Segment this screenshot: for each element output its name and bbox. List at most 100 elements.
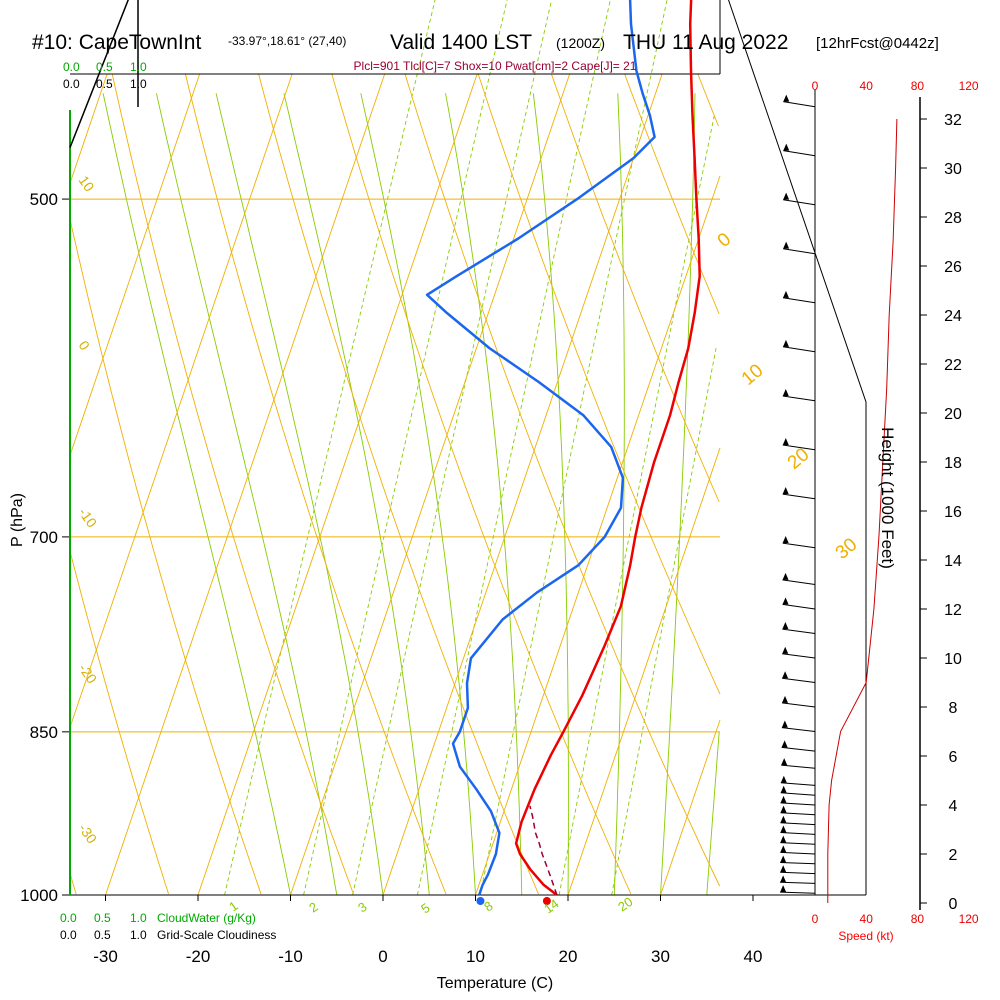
wind-barb-flag <box>781 758 788 766</box>
height-tick-label: 14 <box>944 553 962 570</box>
wind-barb-staff <box>782 677 816 683</box>
wind-barb-staff <box>782 579 816 585</box>
mixing-ratio-line <box>479 0 668 896</box>
isotherm-line <box>475 175 721 896</box>
wind-barb-flag <box>782 339 789 347</box>
wind-barb-flag <box>783 143 790 151</box>
wind-barb-flag <box>780 775 787 783</box>
height-tick-label: 4 <box>949 798 958 815</box>
wind-barb-flag <box>780 795 787 803</box>
wind-barb-staff <box>780 851 816 855</box>
mixing-ratio-label: 5 <box>418 900 433 916</box>
isotherm-line <box>69 73 293 728</box>
moist-adiabat-line <box>445 93 523 896</box>
p-tick-label: 1000 <box>20 886 58 905</box>
dry-adiabat-line <box>70 221 262 895</box>
isotherm-line <box>382 73 663 896</box>
speed-tick-bottom: 80 <box>911 912 925 926</box>
p-tick-label: 700 <box>30 528 58 547</box>
skewt-isotherm-label: -30 <box>76 821 101 847</box>
isotherm-line <box>69 73 108 184</box>
x-tick-label: 20 <box>559 947 578 966</box>
wind-barb-staff <box>780 832 816 835</box>
wind-barb-staff <box>781 746 816 752</box>
moist-adiabat-line <box>283 93 430 896</box>
skewt-isotherm-label: 0 <box>76 338 94 354</box>
wind-barb-flag <box>782 388 789 396</box>
dewpoint-profile-line <box>425 0 656 896</box>
parcel-profile-line <box>529 805 558 896</box>
wind-barb-staff <box>780 891 816 894</box>
x-tick-label: 0 <box>378 947 387 966</box>
height-tick-label: 2 <box>949 847 958 864</box>
wind-barb-flag <box>780 805 787 813</box>
wind-barb-flag <box>782 487 789 495</box>
height-tick-label: 6 <box>949 749 958 766</box>
moist-adiabat-line <box>360 93 476 896</box>
moist-adiabat-line <box>613 93 625 896</box>
wind-barb-flag <box>780 825 787 833</box>
wind-barb-flag <box>780 835 787 843</box>
wind-barb-staff <box>780 782 816 786</box>
mixing-ratio-label: 8 <box>481 898 496 914</box>
wind-barb-flag <box>782 290 789 298</box>
x-tick-label: 40 <box>744 947 763 966</box>
skewt-isotherm-label: 10 <box>76 173 98 195</box>
p-tick-label: 850 <box>30 723 58 742</box>
moist-adiabat-line <box>155 93 338 896</box>
wind-barb-flag <box>782 622 789 630</box>
isotherm-line <box>290 73 571 896</box>
dry-adiabat-line <box>624 73 720 315</box>
x-tick-label: 30 <box>651 947 670 966</box>
height-tick-label: 28 <box>944 210 962 227</box>
dry-adiabat-line <box>70 553 169 895</box>
wind-barb-flag <box>783 94 790 102</box>
wind-barb-staff <box>780 802 816 806</box>
dry-adiabat-line <box>697 73 719 127</box>
wind-barb-staff <box>782 297 816 304</box>
speed-tick-top: 120 <box>959 79 979 93</box>
speed-tick-bottom: 0 <box>812 912 819 926</box>
wind-barb-staff <box>783 150 816 157</box>
wind-barb-flag <box>782 437 789 445</box>
height-tick-label: 20 <box>944 406 962 423</box>
isotherm-value-label: 0 <box>714 229 736 252</box>
isotherm-value-label: 30 <box>832 534 862 564</box>
height-tick-label: 30 <box>944 161 962 178</box>
dry-adiabat-line <box>69 873 77 895</box>
isotherm-line <box>69 73 201 456</box>
wind-barb-flag <box>781 740 788 748</box>
height-tick-label: 10 <box>944 651 962 668</box>
wind-barb-staff <box>780 822 816 826</box>
speed-tick-top: 0 <box>812 79 819 93</box>
wind-barb-flag <box>780 885 787 893</box>
mixing-ratio-line <box>352 0 553 896</box>
mixing-ratio-label: 20 <box>615 894 635 915</box>
isotherm-line <box>567 447 721 896</box>
skewt-isotherm-label: -20 <box>76 661 101 687</box>
wind-barb-flag <box>780 865 787 873</box>
speed-tick-bottom: 120 <box>959 912 979 926</box>
wind-barb-flag <box>782 695 789 703</box>
dry-adiabat-line <box>111 73 354 895</box>
speed-tick-bottom: 40 <box>860 912 874 926</box>
dry-adiabat-line <box>550 73 720 503</box>
mixing-ratio-label: 3 <box>355 899 370 915</box>
wind-barb-staff <box>783 101 816 108</box>
wind-barb-flag <box>780 845 787 853</box>
dry-adiabat-line <box>258 73 539 895</box>
wind-barb-flag <box>782 646 789 654</box>
height-tick-label: 0 <box>949 896 958 913</box>
wind-barb-flag <box>780 785 787 793</box>
wind-barb-flag <box>783 241 790 249</box>
height-tick-label: 32 <box>944 112 962 129</box>
speed-tick-top: 80 <box>911 79 925 93</box>
height-tick-label: 8 <box>949 700 958 717</box>
isotherm-value-label: 10 <box>738 360 768 390</box>
height-tick-label: 18 <box>944 455 962 472</box>
x-tick-label: -30 <box>93 947 118 966</box>
wind-barb-staff <box>782 628 816 634</box>
isotherm-line <box>660 719 721 896</box>
